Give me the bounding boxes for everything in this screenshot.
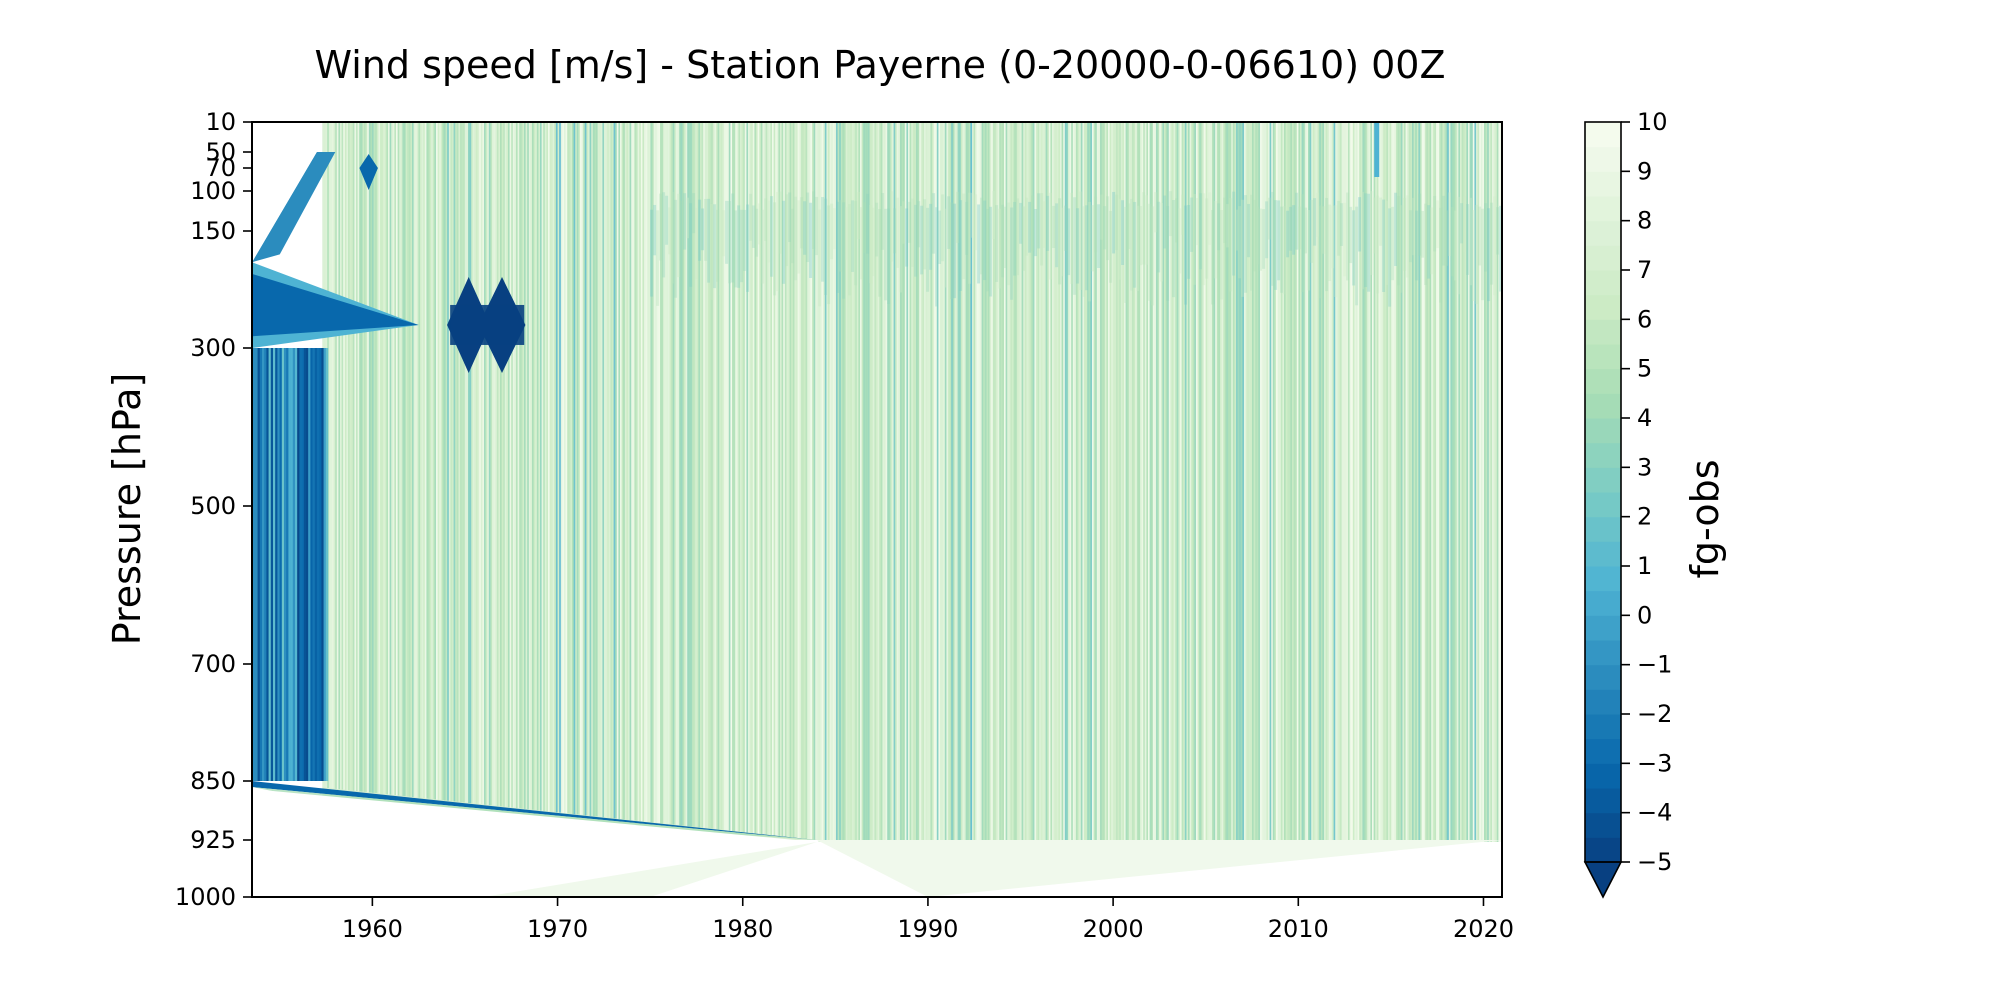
colorbar-band	[1585, 689, 1621, 715]
colorbar-tick-label: 1	[1637, 552, 1652, 580]
colorbar-band	[1585, 418, 1621, 444]
colorbar-tick-label: −5	[1637, 848, 1672, 876]
colorbar-tick-label: 0	[1637, 601, 1652, 629]
colorbar-tick-label: 8	[1637, 207, 1652, 235]
colorbar-band	[1585, 664, 1621, 690]
colorbar-band	[1585, 788, 1621, 814]
y-tick-label: 925	[190, 826, 236, 854]
colorbar-tick-label: 2	[1637, 503, 1652, 531]
colorbar-band	[1585, 516, 1621, 542]
y-tick-label: 500	[190, 492, 236, 520]
x-tick-label: 1990	[897, 915, 958, 943]
colorbar-tick-label: 9	[1637, 157, 1652, 185]
y-tick-label: 700	[190, 650, 236, 678]
colorbar-band	[1585, 196, 1621, 222]
y-tick-label: 100	[190, 177, 236, 205]
y-tick-label: 850	[190, 767, 236, 795]
colorbar-band	[1585, 566, 1621, 592]
x-axis: 1960 1970 1980 1990 2000 2010 2020	[342, 897, 1514, 943]
colorbar-tick-label: −3	[1637, 749, 1672, 777]
colorbar-tick-label: −1	[1637, 651, 1672, 679]
colorbar-band	[1585, 467, 1621, 493]
colorbar-band	[1585, 393, 1621, 419]
plot-frame	[251, 121, 1503, 898]
colorbar-tick-label: −2	[1637, 700, 1672, 728]
x-tick-label: 1960	[342, 915, 403, 943]
colorbar-tick-label: 3	[1637, 453, 1652, 481]
colorbar-tick-label: 10	[1637, 108, 1668, 136]
x-tick-label: 1980	[712, 915, 773, 943]
colorbar-band	[1585, 590, 1621, 616]
colorbar-tick-label: 6	[1637, 305, 1652, 333]
y-tick-label: 70	[205, 154, 236, 182]
colorbar-extend-arrow	[1583, 861, 1623, 899]
y-tick-label: 300	[190, 334, 236, 362]
colorbar-band	[1585, 492, 1621, 518]
y-tick-label: 1000	[175, 883, 236, 911]
colorbar-tick-label: 5	[1637, 355, 1652, 383]
colorbar-band	[1585, 270, 1621, 296]
colorbar-band	[1585, 319, 1621, 345]
colorbar-band	[1585, 541, 1621, 567]
y-tick-label: 50	[205, 138, 236, 166]
chart-title: Wind speed [m/s] - Station Payerne (0-20…	[314, 43, 1445, 87]
colorbar-tick-label: −4	[1637, 799, 1672, 827]
plot-area	[252, 122, 1502, 897]
colorbar-title: fg-obs	[1683, 459, 1727, 578]
colorbar-band	[1585, 738, 1621, 764]
colorbar-band	[1585, 812, 1621, 838]
x-tick-label: 2010	[1268, 915, 1329, 943]
colorbar-band	[1585, 146, 1621, 172]
x-tick-label: 2000	[1083, 915, 1144, 943]
colorbar-tick-label: 7	[1637, 256, 1652, 284]
colorbar-band	[1585, 837, 1621, 863]
colorbar-band	[1585, 171, 1621, 197]
colorbar-band	[1585, 245, 1621, 271]
colorbar-band	[1585, 615, 1621, 641]
colorbar-band	[1585, 368, 1621, 394]
colorbar-tick-label: 4	[1637, 404, 1652, 432]
y-axis-title: Pressure [hPa]	[105, 373, 149, 646]
colorbar-band	[1585, 344, 1621, 370]
x-tick-label: 2020	[1453, 915, 1514, 943]
x-tick-label: 1970	[527, 915, 588, 943]
colorbar-frame	[1584, 121, 1622, 863]
y-tick-label: 150	[190, 217, 236, 245]
colorbar-band	[1585, 220, 1621, 246]
y-tick-label: 10	[205, 108, 236, 136]
colorbar-band	[1585, 763, 1621, 789]
colorbar-band	[1585, 294, 1621, 320]
colorbar-band	[1585, 640, 1621, 666]
colorbar-band	[1585, 442, 1621, 468]
colorbar-band	[1585, 122, 1621, 148]
colorbar-band	[1585, 714, 1621, 740]
